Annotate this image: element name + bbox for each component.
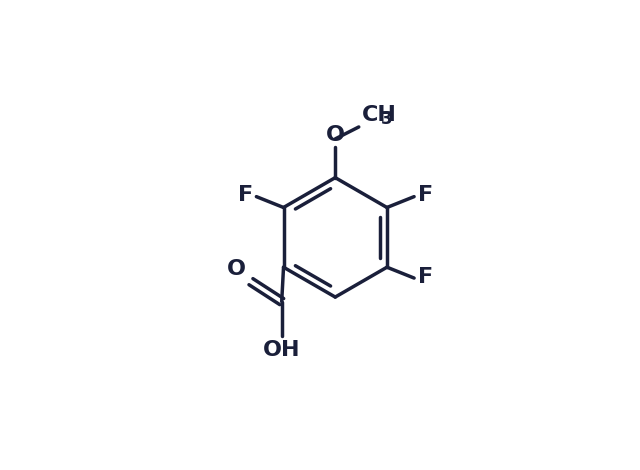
Text: CH: CH	[362, 105, 397, 125]
Text: O: O	[227, 259, 246, 279]
Text: OH: OH	[263, 340, 300, 360]
Text: F: F	[237, 185, 253, 205]
Text: O: O	[326, 125, 345, 145]
Text: F: F	[418, 185, 433, 205]
Text: 3: 3	[381, 110, 393, 128]
Text: F: F	[418, 266, 433, 287]
